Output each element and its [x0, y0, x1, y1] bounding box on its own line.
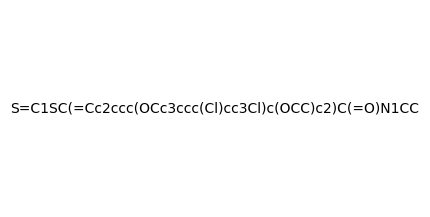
Text: S=C1SC(=Cc2ccc(OCc3ccc(Cl)cc3Cl)c(OCC)c2)C(=O)N1CC: S=C1SC(=Cc2ccc(OCc3ccc(Cl)cc3Cl)c(OCC)c2…: [10, 102, 420, 115]
